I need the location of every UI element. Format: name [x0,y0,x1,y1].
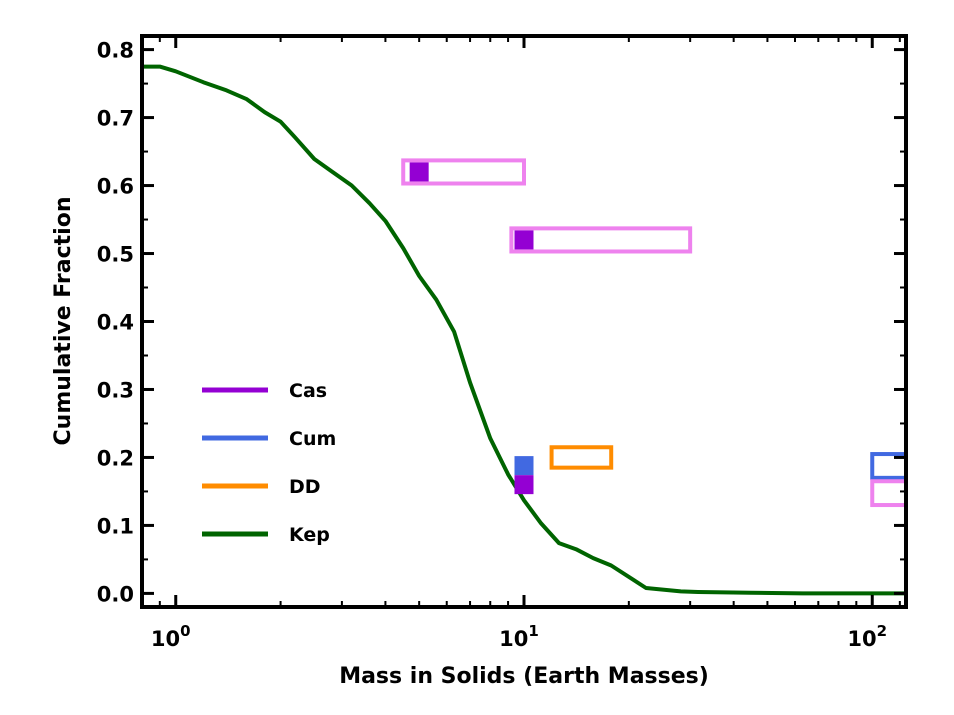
y-tick-label: 0.3 [97,378,134,402]
plot-content [142,64,906,596]
x-tick-label: 101 [499,622,539,651]
marker-cas-3 [514,475,534,495]
x-tick-label: 100 [151,622,191,651]
marker-cum-2 [514,456,534,476]
legend-label-kep: Kep [289,524,330,546]
y-tick-label: 0.1 [97,514,134,538]
y-tick-label: 0.7 [97,107,134,131]
x-tick-exponent: 1 [528,622,538,640]
range-box-0 [401,158,527,186]
plot-frame [140,34,908,609]
legend-label-cas: Cas [289,380,327,402]
y-tick-label: 0.6 [97,175,134,199]
range-box-3 [870,452,906,480]
x-tick-label: 102 [847,622,887,651]
legend: Cas Cum DD Kep [202,380,336,546]
marker-cas-0 [409,162,429,182]
legend-label-dd: DD [289,476,321,498]
x-tick-exponent: 0 [180,622,190,640]
y-tick-label: 0.2 [97,446,134,470]
y-tick-label: 0.5 [97,243,134,267]
y-tick-label: 0.4 [97,311,134,335]
range-box-1 [509,226,693,254]
axis-ticks [141,36,906,607]
range-box-2 [549,445,614,470]
x-tick-exponent: 2 [877,622,887,640]
x-axis-title: Mass in Solids (Earth Masses) [339,664,709,689]
legend-label-cum: Cum [289,428,336,450]
y-axis-title: Cumulative Fraction [51,197,76,446]
y-tick-label: 0.0 [97,582,134,606]
y-tick-label: 0.8 [97,39,134,63]
series-line-kep [142,64,906,596]
range-box-4 [870,479,906,508]
marker-cas-1 [514,230,534,250]
